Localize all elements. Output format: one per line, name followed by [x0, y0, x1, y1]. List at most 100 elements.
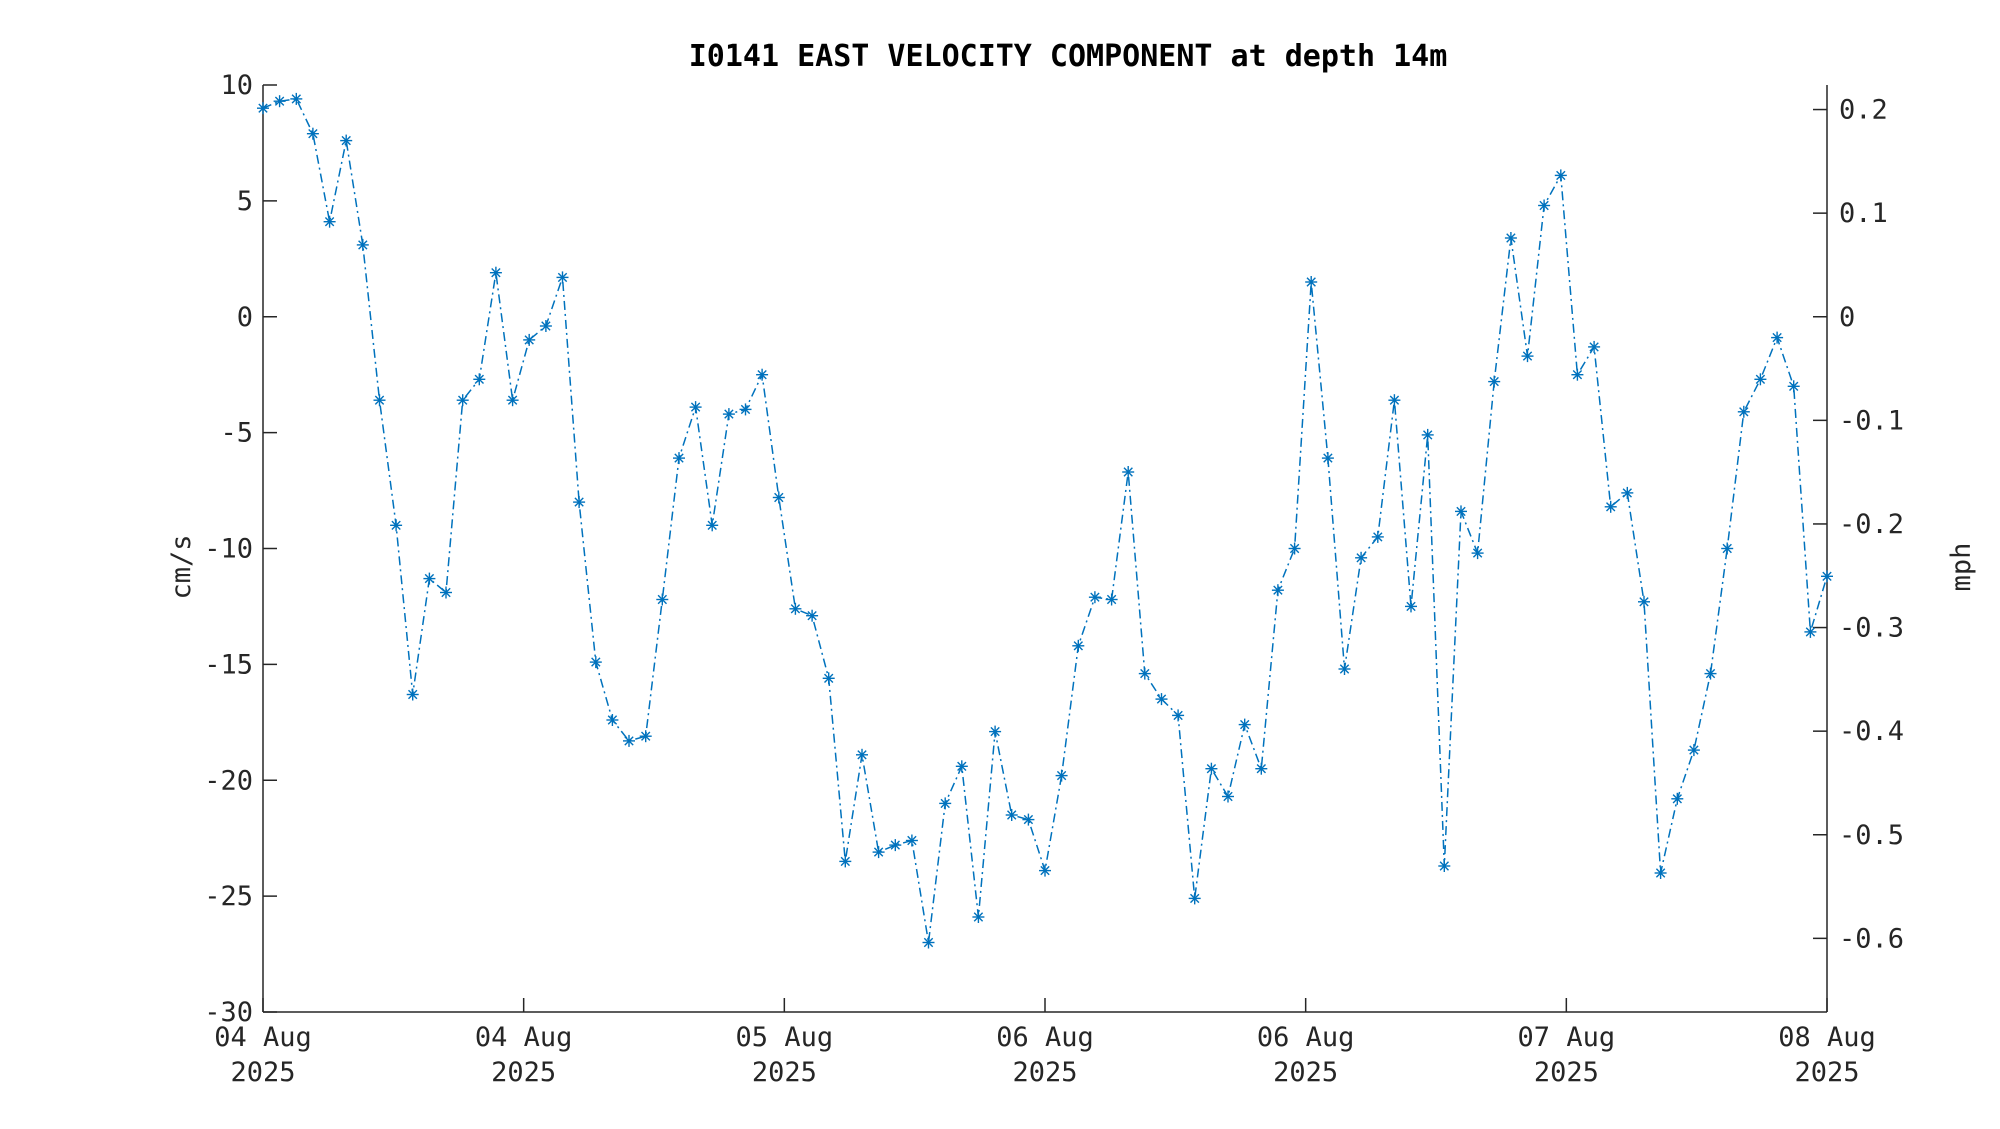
data-point — [573, 496, 586, 509]
data-point — [539, 320, 552, 332]
data-point — [273, 95, 286, 108]
data-point — [489, 266, 502, 279]
x-tick-label-date: 06 Aug — [1257, 1022, 1355, 1053]
data-point — [989, 725, 1002, 738]
y-tick-label-right: 0 — [1839, 302, 1855, 333]
data-point — [423, 572, 436, 585]
data-point — [1571, 368, 1584, 381]
y-tick-label-right: -0.2 — [1839, 509, 1904, 540]
data-point — [440, 586, 452, 599]
x-tick-label-date: 04 Aug — [214, 1022, 312, 1053]
data-point — [257, 102, 269, 115]
data-point — [523, 333, 536, 346]
data-point — [1687, 744, 1700, 757]
data-point — [889, 839, 902, 852]
data-point — [673, 452, 685, 465]
data-point — [789, 602, 802, 615]
data-point — [1821, 570, 1833, 583]
data-point — [623, 734, 635, 747]
data-point — [872, 846, 885, 859]
y-tick-label-left: -25 — [204, 881, 253, 912]
data-point — [1155, 693, 1168, 706]
y-tick-label-right: -0.3 — [1839, 613, 1904, 644]
data-point — [306, 127, 319, 140]
axes: 10 5 0 -5 -10 -15 -20 -25 -30 0.2 0.1 0 -0.1 -0.2 -0.3… — [204, 70, 1904, 1088]
x-tick-label-date: 08 Aug — [1778, 1022, 1876, 1053]
data-point — [706, 519, 719, 532]
data-point — [1388, 394, 1401, 407]
data-point — [772, 491, 785, 504]
data-point — [1421, 428, 1434, 441]
data-point — [1138, 667, 1151, 680]
data-point — [1538, 199, 1551, 212]
data-point — [1654, 867, 1667, 879]
data-point — [473, 373, 486, 386]
data-point — [1355, 551, 1368, 564]
data-point — [922, 936, 935, 949]
data-point — [1172, 709, 1185, 722]
data-point — [1405, 600, 1417, 613]
data-point — [1205, 762, 1218, 775]
y-tick-label-left: -15 — [204, 649, 253, 680]
data-point — [955, 760, 968, 773]
data-point — [1604, 500, 1617, 513]
data-point — [1055, 769, 1068, 782]
data-point — [1521, 350, 1534, 363]
data-point — [972, 911, 985, 923]
data-point — [1271, 584, 1284, 597]
y-axis-label-left: cm/s — [166, 534, 197, 599]
data-point — [639, 730, 652, 743]
series-layer — [257, 92, 1833, 949]
x-tick-label-date: 04 Aug — [475, 1022, 573, 1053]
data-point — [739, 403, 752, 416]
y-tick-label-right: 0.1 — [1839, 198, 1888, 229]
data-point — [290, 92, 303, 105]
data-point — [606, 714, 619, 726]
data-point — [390, 519, 403, 532]
data-point — [1039, 864, 1051, 877]
data-point — [1488, 375, 1501, 388]
data-point — [340, 134, 353, 147]
x-tick-label-date: 06 Aug — [996, 1022, 1094, 1053]
data-point — [1588, 340, 1601, 353]
data-point — [1255, 762, 1268, 775]
x-tick-label-year: 2025 — [752, 1057, 817, 1088]
y-tick-label-left: -5 — [220, 418, 253, 449]
data-point — [1455, 505, 1467, 518]
y-tick-label-right: -0.6 — [1839, 923, 1904, 954]
data-point — [1238, 718, 1251, 731]
data-point — [1105, 593, 1118, 606]
data-point — [1305, 276, 1318, 288]
data-point — [1122, 466, 1135, 478]
y-tick-label-left: 5 — [237, 186, 253, 217]
data-point — [1737, 405, 1750, 418]
data-point — [1022, 813, 1035, 826]
data-point — [1072, 639, 1085, 652]
data-point — [456, 394, 469, 407]
x-tick-label-year: 2025 — [1012, 1057, 1077, 1088]
x-tick-label-year: 2025 — [491, 1057, 556, 1088]
data-point — [1438, 860, 1451, 872]
y-axis-label-right: mph — [1946, 543, 1977, 592]
data-point — [556, 271, 569, 284]
data-point — [1288, 542, 1301, 555]
x-tick-label-date: 07 Aug — [1518, 1022, 1616, 1053]
x-tick-label-year: 2025 — [1534, 1057, 1599, 1088]
data-point — [1638, 595, 1650, 608]
data-point — [1804, 625, 1817, 638]
data-point — [373, 394, 386, 407]
data-point — [1554, 169, 1567, 182]
data-point — [806, 609, 819, 622]
data-point — [939, 797, 952, 810]
data-point — [839, 855, 852, 868]
data-point — [406, 688, 419, 701]
x-tick-label-date: 05 Aug — [736, 1022, 834, 1053]
y-tick-label-left: -20 — [204, 765, 253, 796]
data-point — [1721, 542, 1734, 555]
y-tick-label-right: 0.2 — [1839, 95, 1888, 126]
data-point — [756, 368, 769, 381]
x-tick-label-year: 2025 — [1794, 1057, 1859, 1088]
y-tick-label-left: 10 — [220, 70, 253, 101]
data-point — [1704, 667, 1717, 680]
